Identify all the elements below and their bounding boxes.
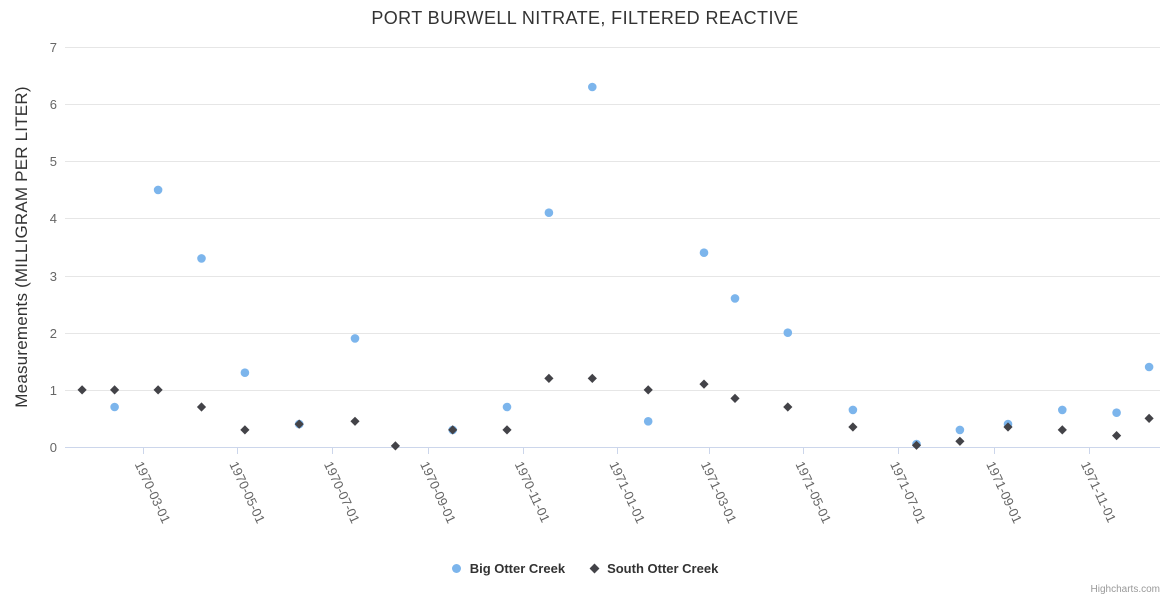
legend-item-south-otter-creek[interactable]: South Otter Creek — [589, 561, 719, 576]
y-tick-label: 1 — [50, 383, 57, 398]
data-point-south-otter-creek[interactable] — [448, 425, 458, 435]
x-tick-label: 1970-03-01 — [132, 459, 174, 526]
data-point-south-otter-creek[interactable] — [1057, 425, 1067, 435]
data-point-big-otter-creek[interactable] — [544, 208, 554, 217]
data-point-big-otter-creek[interactable] — [1058, 405, 1067, 415]
x-tick-label: 1971-11-01 — [1078, 459, 1119, 525]
legend-label: South Otter Creek — [607, 561, 719, 576]
data-point-big-otter-creek[interactable] — [955, 425, 965, 435]
data-point-big-otter-creek[interactable] — [588, 82, 597, 92]
data-point-south-otter-creek[interactable] — [1112, 431, 1122, 441]
data-point-south-otter-creek[interactable] — [587, 373, 597, 383]
legend: Big Otter Creek South Otter Creek — [0, 561, 1170, 576]
y-tick-label: 6 — [50, 97, 57, 112]
y-tick-label: 5 — [50, 154, 57, 169]
data-point-south-otter-creek[interactable] — [153, 385, 163, 395]
data-point-south-otter-creek[interactable] — [502, 425, 512, 435]
y-axis-title: Measurements (MILLIGRAM PER LITER) — [12, 86, 31, 408]
x-tick-label: 1971-01-01 — [606, 459, 648, 526]
data-point-big-otter-creek[interactable] — [730, 294, 740, 303]
x-tick-label: 1970-05-01 — [226, 459, 268, 526]
x-tick-label: 1970-07-01 — [321, 459, 363, 526]
chart-title: PORT BURWELL NITRATE, FILTERED REACTIVE — [371, 8, 799, 28]
data-point-big-otter-creek[interactable] — [110, 402, 119, 412]
data-point-big-otter-creek[interactable] — [240, 368, 250, 378]
legend-label: Big Otter Creek — [469, 561, 566, 576]
data-point-south-otter-creek[interactable] — [196, 402, 207, 412]
x-tick-label: 1971-07-01 — [887, 459, 929, 526]
data-point-big-otter-creek[interactable] — [1112, 408, 1121, 418]
data-point-big-otter-creek[interactable] — [1144, 362, 1154, 372]
y-tick-label: 4 — [50, 211, 57, 226]
data-point-big-otter-creek[interactable] — [153, 185, 163, 195]
data-point-south-otter-creek[interactable] — [240, 425, 250, 435]
data-point-south-otter-creek[interactable] — [911, 440, 922, 450]
y-tick-label: 3 — [50, 269, 57, 284]
data-point-south-otter-creek[interactable] — [350, 416, 360, 426]
data-point-south-otter-creek[interactable] — [955, 436, 965, 446]
data-point-south-otter-creek[interactable] — [390, 441, 400, 451]
x-tick-label: 1971-05-01 — [793, 459, 835, 526]
data-point-big-otter-creek[interactable] — [643, 417, 653, 426]
data-point-south-otter-creek[interactable] — [643, 385, 653, 395]
x-tick-label: 1970-11-01 — [512, 459, 553, 525]
data-point-south-otter-creek[interactable] — [544, 373, 554, 383]
data-point-south-otter-creek[interactable] — [1003, 422, 1013, 432]
x-tick-label: 1970-09-01 — [417, 459, 459, 526]
x-tick-label: 1971-09-01 — [983, 459, 1025, 526]
data-point-big-otter-creek[interactable] — [783, 328, 793, 338]
data-point-big-otter-creek[interactable] — [502, 402, 512, 412]
y-tick-label: 7 — [50, 40, 57, 55]
diamond-marker-icon — [589, 563, 600, 574]
data-point-big-otter-creek[interactable] — [350, 334, 360, 343]
data-point-south-otter-creek[interactable] — [1144, 413, 1154, 423]
data-point-south-otter-creek[interactable] — [294, 419, 304, 429]
circle-marker-icon — [451, 564, 461, 573]
data-point-south-otter-creek[interactable] — [848, 422, 858, 432]
x-tick-label: 1971-03-01 — [698, 459, 740, 526]
data-point-big-otter-creek[interactable] — [848, 405, 858, 415]
data-point-big-otter-creek[interactable] — [699, 248, 709, 257]
y-tick-label: 2 — [50, 326, 57, 341]
data-point-south-otter-creek[interactable] — [110, 385, 120, 395]
highcharts-credit-link[interactable]: Highcharts.com — [1090, 584, 1160, 595]
data-point-south-otter-creek[interactable] — [730, 393, 740, 403]
data-point-big-otter-creek[interactable] — [197, 254, 206, 263]
y-tick-label: 0 — [50, 440, 57, 455]
data-point-south-otter-creek[interactable] — [783, 402, 793, 412]
legend-item-big-otter-creek[interactable]: Big Otter Creek — [451, 561, 566, 576]
data-point-south-otter-creek[interactable] — [699, 379, 709, 389]
data-point-south-otter-creek[interactable] — [77, 385, 87, 395]
